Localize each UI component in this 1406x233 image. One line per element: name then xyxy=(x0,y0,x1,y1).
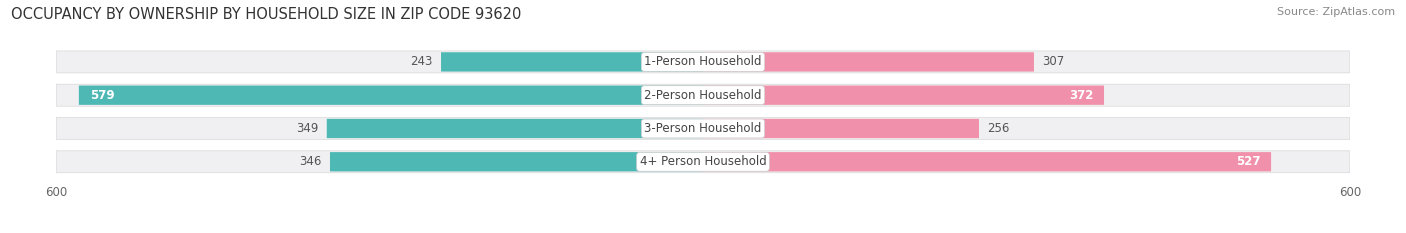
Text: 579: 579 xyxy=(90,89,114,102)
Text: Source: ZipAtlas.com: Source: ZipAtlas.com xyxy=(1277,7,1395,17)
Text: 1-Person Household: 1-Person Household xyxy=(644,55,762,69)
FancyBboxPatch shape xyxy=(326,119,703,138)
Text: OCCUPANCY BY OWNERSHIP BY HOUSEHOLD SIZE IN ZIP CODE 93620: OCCUPANCY BY OWNERSHIP BY HOUSEHOLD SIZE… xyxy=(11,7,522,22)
Text: 527: 527 xyxy=(1236,155,1260,168)
FancyBboxPatch shape xyxy=(330,152,703,171)
Text: 2-Person Household: 2-Person Household xyxy=(644,89,762,102)
Text: 307: 307 xyxy=(1043,55,1064,69)
Text: 372: 372 xyxy=(1069,89,1094,102)
Text: 243: 243 xyxy=(411,55,433,69)
FancyBboxPatch shape xyxy=(703,86,1104,105)
FancyBboxPatch shape xyxy=(703,152,1271,171)
Text: 3-Person Household: 3-Person Household xyxy=(644,122,762,135)
FancyBboxPatch shape xyxy=(703,119,979,138)
FancyBboxPatch shape xyxy=(703,52,1033,72)
Text: 346: 346 xyxy=(299,155,322,168)
FancyBboxPatch shape xyxy=(56,51,1350,73)
FancyBboxPatch shape xyxy=(79,86,703,105)
FancyBboxPatch shape xyxy=(56,117,1350,140)
Text: 256: 256 xyxy=(987,122,1010,135)
FancyBboxPatch shape xyxy=(56,84,1350,106)
Text: 4+ Person Household: 4+ Person Household xyxy=(640,155,766,168)
FancyBboxPatch shape xyxy=(441,52,703,72)
Text: 349: 349 xyxy=(295,122,318,135)
FancyBboxPatch shape xyxy=(56,151,1350,173)
